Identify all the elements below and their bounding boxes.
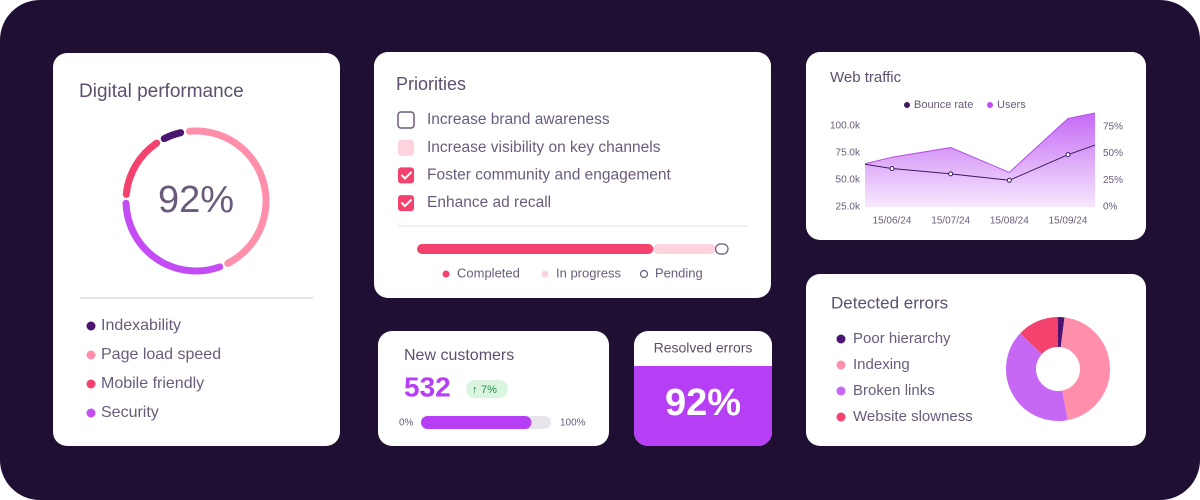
legend-dot [86,321,96,331]
x-tick-label: 15/08/24 [990,216,1029,227]
legend-dot [86,379,96,389]
change-label: 7% [481,384,497,396]
y-tick-label: 25.0k [836,202,861,213]
check-icon [401,199,412,208]
legend-label: Indexing [853,356,910,373]
x-tick-label: 15/07/24 [931,216,970,227]
legend-label: Security [101,404,159,421]
change-badge [466,380,508,398]
donut-segment [1020,317,1059,355]
progress-segment [714,243,729,255]
card [53,53,340,446]
checkbox [397,111,415,129]
legend-label: Broken links [853,382,935,399]
legend-label: Website slowness [853,408,973,425]
scale-label: 0% [399,418,414,429]
priority-text: Foster community and engagement [427,166,672,183]
priority-text: Increase brand awareness [427,111,610,128]
legend-label: Poor hierarchy [853,330,951,347]
ring-segment [185,127,270,267]
legend-dot [541,270,549,278]
legend-dot [836,334,846,344]
users-line [864,112,1096,174]
y2-tick-label: 75% [1103,122,1123,133]
legend-dot [836,386,846,396]
bounce-point [948,171,954,177]
check-icon [401,171,412,180]
checkbox [398,195,414,212]
ring-segment [122,139,161,198]
ring-value: 92% [158,179,234,221]
card-title: Digital performance [79,81,244,102]
legend-dot [442,270,450,278]
legend-label: In progress [556,265,622,280]
legend-dot [639,269,649,279]
progress-segment [653,244,716,254]
bounce-point [1065,152,1071,158]
ring-segment [122,199,224,275]
legend-label: Mobile friendly [101,375,204,392]
y-tick-label: 50.0k [836,175,861,186]
progress-segment [417,244,654,254]
legend-label: Pending [655,265,703,280]
customer-count: 532 [404,371,451,402]
x-tick-label: 15/06/24 [873,216,912,227]
legend-label: Completed [457,265,520,280]
resolved-value: 92% [665,382,741,424]
checkbox [398,139,414,156]
y-tick-label: 75.0k [836,148,861,159]
bounce-point [1006,177,1012,183]
card-title: New customers [404,347,514,364]
card-highlight [634,366,772,446]
legend-label: Indexability [101,317,181,334]
y-tick-label: 100.0k [830,121,861,132]
legend-dot [836,412,846,422]
legend-label: Bounce rate [914,99,973,111]
arrow-icon: ↑ [472,384,478,396]
ring-segment [160,129,185,143]
card-title: Resolved errors [654,340,753,356]
legend-dot [836,360,846,370]
legend-label: Page load speed [101,346,221,363]
donut-segment [1059,317,1110,421]
legend-dot [987,102,993,108]
bounce-point [889,166,895,172]
y2-tick-label: 25% [1103,175,1123,186]
legend-dot [904,102,910,108]
bounce-line [864,144,1096,181]
legend-dot [86,408,96,418]
priority-text: Increase visibility on key channels [427,139,661,156]
card [374,52,771,298]
legend-dot [86,350,96,360]
donut-segment [1006,333,1068,421]
x-tick-label: 15/09/24 [1049,216,1088,227]
card-title: Detected errors [831,293,948,312]
progress-fill [421,416,532,429]
priority-text: Enhance ad recall [427,194,551,211]
card-title: Web traffic [830,69,902,86]
checkbox [398,167,414,184]
card-title: Priorities [396,74,466,94]
y2-tick-label: 0% [1103,202,1118,213]
legend-label: Users [997,99,1026,111]
scale-label: 100% [560,418,586,429]
y2-tick-label: 50% [1103,148,1123,159]
